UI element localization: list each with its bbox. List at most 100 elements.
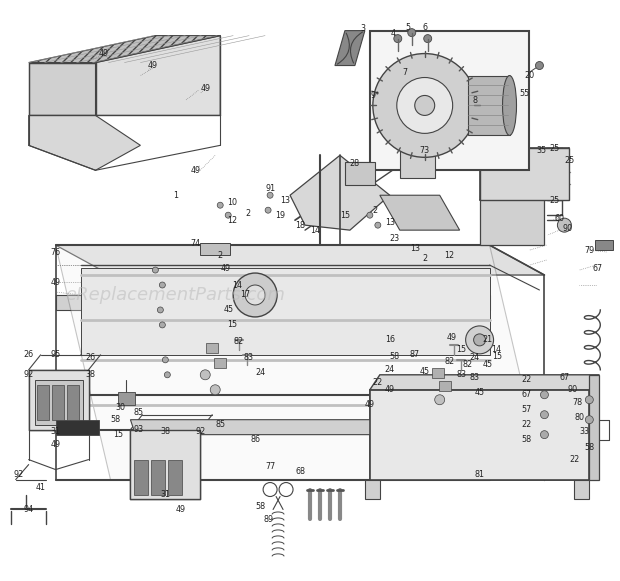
Text: 74: 74 xyxy=(190,239,200,248)
Polygon shape xyxy=(365,479,380,500)
Text: 13: 13 xyxy=(280,196,290,205)
Bar xyxy=(595,240,613,250)
Text: 83: 83 xyxy=(469,373,480,382)
Text: 49: 49 xyxy=(385,385,395,394)
Text: 20: 20 xyxy=(525,71,534,80)
Text: 1: 1 xyxy=(173,191,178,200)
Text: 81: 81 xyxy=(474,470,485,479)
Text: 55: 55 xyxy=(520,89,529,98)
Circle shape xyxy=(210,385,220,394)
Text: 83: 83 xyxy=(457,370,467,379)
Text: 45: 45 xyxy=(223,306,233,314)
Text: 5: 5 xyxy=(405,23,410,32)
Polygon shape xyxy=(370,31,529,170)
Ellipse shape xyxy=(503,76,516,135)
Circle shape xyxy=(373,53,477,157)
Text: 26: 26 xyxy=(24,350,33,359)
Text: 22: 22 xyxy=(373,378,383,388)
Bar xyxy=(51,385,64,419)
Text: 31: 31 xyxy=(161,490,171,499)
Polygon shape xyxy=(480,148,569,200)
Bar xyxy=(432,368,444,378)
Polygon shape xyxy=(290,155,390,230)
Circle shape xyxy=(423,35,432,42)
Polygon shape xyxy=(35,380,82,425)
Bar xyxy=(439,381,451,391)
Circle shape xyxy=(245,285,265,305)
Circle shape xyxy=(474,334,485,346)
Text: 90: 90 xyxy=(562,224,572,232)
Circle shape xyxy=(200,370,210,380)
Text: 14: 14 xyxy=(492,345,502,354)
Text: 12: 12 xyxy=(227,216,237,225)
Circle shape xyxy=(153,267,158,273)
Polygon shape xyxy=(95,35,220,116)
Circle shape xyxy=(267,192,273,198)
Text: 26: 26 xyxy=(86,353,95,363)
Text: 18: 18 xyxy=(295,221,305,229)
Text: 82: 82 xyxy=(233,338,243,346)
Text: 38: 38 xyxy=(161,427,171,436)
Circle shape xyxy=(164,372,171,378)
Circle shape xyxy=(536,62,544,70)
Text: 15: 15 xyxy=(340,211,350,220)
Text: 58: 58 xyxy=(110,415,120,424)
Text: 8: 8 xyxy=(472,96,477,105)
Text: 31: 31 xyxy=(51,427,61,436)
Text: 16: 16 xyxy=(385,335,395,345)
Text: 58: 58 xyxy=(521,435,531,444)
Text: 85: 85 xyxy=(215,420,225,429)
Text: 9*: 9* xyxy=(370,91,379,100)
Circle shape xyxy=(225,212,231,218)
Circle shape xyxy=(367,212,373,218)
Text: 45: 45 xyxy=(482,360,493,370)
Text: 28: 28 xyxy=(350,159,360,168)
Text: 49: 49 xyxy=(51,278,61,286)
Circle shape xyxy=(585,415,593,424)
Text: 38: 38 xyxy=(86,370,95,379)
Text: 94: 94 xyxy=(24,505,33,514)
Circle shape xyxy=(541,431,549,439)
Polygon shape xyxy=(130,419,395,435)
Text: 2: 2 xyxy=(246,209,250,218)
Bar xyxy=(151,460,166,494)
Text: 35: 35 xyxy=(536,146,546,155)
Text: 89: 89 xyxy=(263,515,273,524)
Text: 82: 82 xyxy=(445,357,454,367)
Text: 49: 49 xyxy=(446,333,457,342)
Text: 85: 85 xyxy=(133,408,143,417)
Text: eReplacementParts.com: eReplacementParts.com xyxy=(65,286,285,304)
Text: 13: 13 xyxy=(410,243,420,253)
Text: 90: 90 xyxy=(567,385,577,394)
Text: 24: 24 xyxy=(469,353,480,363)
Text: 83: 83 xyxy=(243,353,253,363)
Text: 87: 87 xyxy=(410,350,420,359)
Text: 21: 21 xyxy=(482,335,493,345)
Circle shape xyxy=(541,411,549,419)
Text: 10: 10 xyxy=(227,198,237,207)
Text: 58: 58 xyxy=(390,352,400,361)
Text: 49: 49 xyxy=(200,84,210,93)
Circle shape xyxy=(233,273,277,317)
Text: 86: 86 xyxy=(250,435,260,444)
Text: 25: 25 xyxy=(549,196,559,205)
Polygon shape xyxy=(380,195,459,230)
Circle shape xyxy=(585,396,593,404)
Bar xyxy=(206,343,218,353)
Text: 79: 79 xyxy=(584,246,595,254)
Polygon shape xyxy=(345,162,375,185)
Text: 3: 3 xyxy=(360,24,365,33)
Polygon shape xyxy=(29,63,95,116)
Text: 13: 13 xyxy=(385,218,395,227)
Text: 49: 49 xyxy=(220,264,230,272)
Text: 19: 19 xyxy=(275,211,285,220)
Circle shape xyxy=(159,282,166,288)
Text: 45: 45 xyxy=(420,367,430,376)
Text: 92: 92 xyxy=(195,427,205,436)
Bar xyxy=(66,385,79,419)
Text: 7: 7 xyxy=(402,68,407,77)
Polygon shape xyxy=(29,35,220,63)
Text: 92: 92 xyxy=(14,470,24,479)
Circle shape xyxy=(217,202,223,208)
Polygon shape xyxy=(56,419,99,435)
